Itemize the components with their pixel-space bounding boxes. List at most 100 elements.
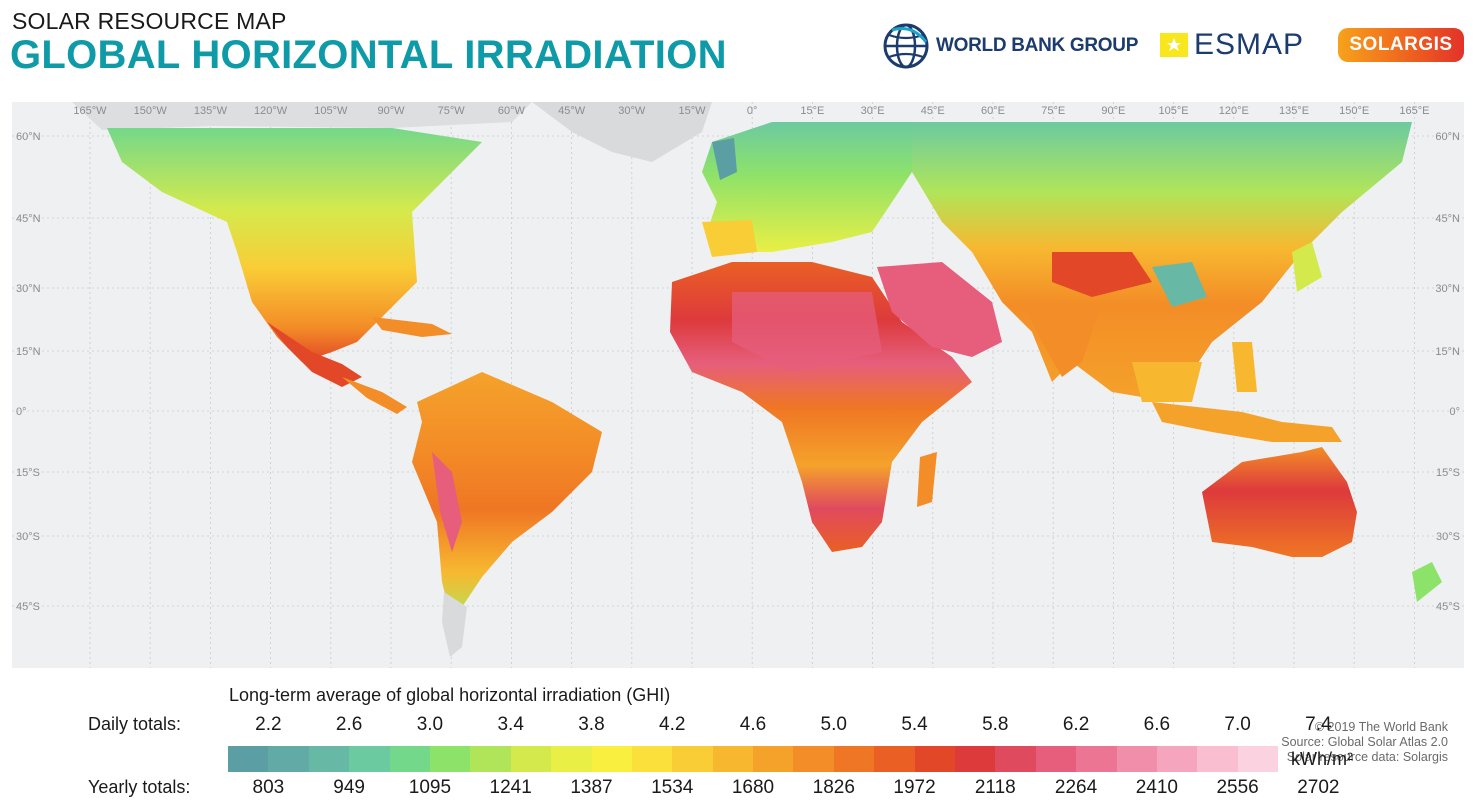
map-credits: © 2019 The World Bank Source: Global Sol… (1281, 720, 1448, 765)
latitude-label-left: 45°S (16, 601, 40, 613)
world-bank-logo: WORLD BANK GROUP (882, 22, 1138, 70)
color-segment (793, 746, 834, 772)
color-segment (551, 746, 592, 772)
color-segment (1197, 746, 1238, 772)
landmass-philippines (1232, 342, 1257, 392)
color-scale-bar (228, 746, 1279, 772)
longitude-label: 75°W (438, 105, 466, 117)
latitude-label-right: 15°S (1436, 467, 1460, 479)
color-segment (228, 746, 269, 772)
color-segment (1076, 746, 1117, 772)
longitude-label: 60°W (498, 105, 526, 117)
daily-tick-label: 3.8 (578, 714, 605, 735)
esmap-logo: ESMAP (1160, 28, 1304, 62)
longitude-label: 165°W (73, 105, 107, 117)
yearly-tick-label: 2702 (1297, 777, 1340, 798)
latitude-label-right: 60°N (1435, 131, 1460, 143)
latitude-label-left: 60°N (16, 131, 41, 143)
globe-icon (883, 23, 929, 69)
credit-copyright: © 2019 The World Bank (1314, 720, 1448, 734)
yearly-tick-label: 2118 (974, 777, 1016, 798)
yearly-tick-label: 949 (333, 777, 365, 798)
irradiation-map: 165°W 150°W 135°W 120°W 105°W 90°W 75°W 60°W 45°… (12, 102, 1464, 764)
credit-data: Solar resource data: Solargis (1286, 750, 1448, 764)
longitude-label: 75°E (1041, 105, 1065, 117)
longitude-label: 120°E (1219, 105, 1249, 117)
daily-tick-label: 2.2 (255, 714, 282, 735)
latitude-label-right: 15°N (1435, 346, 1460, 358)
longitude-label: 45°W (558, 105, 586, 117)
latitude-labels: 60°N 60°N 45°N 45°N 30°N 30°N 15°N 15°N 0° 0° 15°S… (16, 131, 1460, 613)
yearly-tick-label: 1241 (489, 777, 532, 798)
sun-icon (1160, 33, 1188, 57)
yearly-tick-label: 1680 (731, 777, 775, 798)
landmass-europe (702, 122, 912, 252)
landmass-australia (1202, 447, 1357, 557)
landmass-sichuan (1152, 262, 1207, 307)
longitude-label: 120°W (254, 105, 288, 117)
daily-tick-label: 5.0 (820, 714, 847, 735)
longitude-label: 15°E (800, 105, 824, 117)
color-segment (308, 746, 350, 772)
color-segment (1116, 746, 1157, 772)
longitude-label: 165°E (1399, 105, 1429, 117)
daily-tick-label: 4.2 (659, 714, 686, 735)
daily-tick-label: 5.4 (901, 714, 928, 735)
longitude-label: 135°E (1279, 105, 1309, 117)
solargis-logo: SOLARGIS (1338, 28, 1464, 62)
landmass-new-zealand (1412, 562, 1442, 602)
color-segment (914, 746, 956, 772)
unit-label: kWh/m² (1291, 749, 1353, 769)
landmass-central-america (342, 377, 407, 414)
landmass-sahara-core (732, 292, 882, 372)
color-segment (753, 746, 794, 772)
longitude-label: 0° (747, 105, 758, 117)
longitude-label: 15°W (678, 105, 706, 117)
latitude-label-left: 30°N (16, 283, 41, 295)
yearly-tick-label: 2556 (1216, 777, 1259, 798)
latitude-label-right: 0° (1449, 406, 1460, 418)
yearly-totals-label: Yearly totals: (88, 777, 191, 797)
yearly-tick-label: 803 (252, 777, 285, 798)
header: SOLAR RESOURCE MAP GLOBAL HORIZONTAL IRR… (0, 0, 1476, 96)
latitude-label-right: 30°N (1435, 283, 1460, 295)
longitude-label: 30°E (861, 105, 885, 117)
yearly-tick-label: 1534 (651, 777, 694, 798)
color-segment (389, 746, 430, 772)
latitude-label-right: 45°N (1435, 213, 1460, 225)
latitude-label-left: 0° (16, 406, 27, 418)
world-bank-wordmark: WORLD BANK GROUP (936, 35, 1139, 56)
longitude-label: 30°W (618, 105, 646, 117)
daily-tick-label: 2.6 (335, 714, 363, 735)
landmass-atacama (432, 452, 462, 552)
landmass-indonesia (1152, 402, 1342, 442)
yearly-tick-label: 2410 (1135, 777, 1178, 798)
longitude-labels: 165°W 150°W 135°W 120°W 105°W 90°W 75°W 60°W 45°… (73, 105, 1429, 117)
landmass-caribbean (372, 317, 452, 337)
daily-tick-label: 4.6 (739, 714, 767, 735)
longitude-label: 150°W (134, 105, 168, 117)
landmass-japan (1292, 242, 1322, 292)
landmass-greenland (532, 102, 712, 162)
map-subtitle: SOLAR RESOURCE MAP (12, 8, 287, 34)
color-segment (1237, 746, 1279, 772)
daily-tick-label: 3.4 (497, 714, 524, 735)
color-segment (631, 746, 673, 772)
landmass-uk (712, 138, 737, 180)
landmass-mexico (267, 322, 362, 387)
longitude-label: 45°E (921, 105, 945, 117)
color-segment (429, 746, 471, 772)
landmass-iberia (702, 220, 757, 257)
landmass-madagascar (917, 452, 937, 507)
color-segment (833, 746, 875, 772)
daily-tick-label: 6.6 (1143, 714, 1171, 735)
color-segment (874, 746, 915, 772)
color-segment (1035, 746, 1077, 772)
credit-source: Source: Global Solar Atlas 2.0 (1281, 735, 1448, 749)
latitude-label-left: 15°S (16, 467, 40, 479)
color-segment (995, 746, 1036, 772)
daily-tick-label: 7.4 (1305, 714, 1332, 735)
color-segment (672, 746, 713, 772)
landmass-patagonia (442, 592, 467, 657)
longitude-label: 105°E (1159, 105, 1189, 117)
